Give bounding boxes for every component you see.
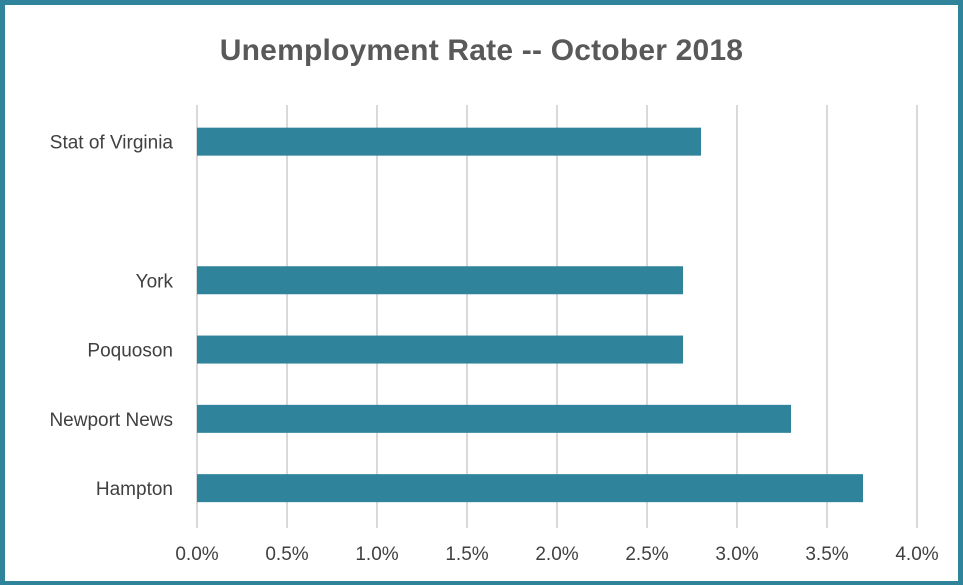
bar (197, 335, 683, 364)
bar (197, 404, 791, 433)
x-tick-label: 1.0% (355, 544, 398, 565)
chart-title: Unemployment Rate -- October 2018 (219, 34, 744, 67)
category-label: Hampton (96, 479, 173, 500)
x-tick-label: 2.5% (625, 544, 668, 565)
x-tick-label: 2.0% (535, 544, 578, 565)
category-label: York (136, 271, 174, 292)
x-tick-label: 4.0% (895, 544, 938, 565)
x-tick-label: 1.5% (445, 544, 488, 565)
x-tick-label: 0.0% (175, 544, 218, 565)
bar (197, 266, 683, 295)
category-label: Stat of Virginia (50, 133, 174, 154)
x-tick-label: 3.5% (805, 544, 848, 565)
bar (197, 127, 701, 156)
bar (197, 474, 863, 503)
category-label: Poquoson (87, 341, 173, 362)
x-tick-label: 0.5% (265, 544, 308, 565)
x-tick-label: 3.0% (715, 544, 758, 565)
category-label: Newport News (49, 410, 173, 431)
